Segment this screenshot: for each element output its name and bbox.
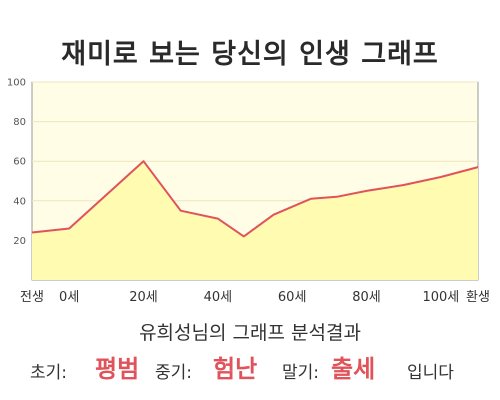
y-tick-label: 20 [13,236,26,247]
x-tick-label: 전생 [20,290,44,305]
middle-label: 중기: [155,363,193,383]
analysis-summary: 유희성님의 그래프 분석결과 [139,322,361,344]
ending-text: 입니다 [407,363,454,383]
x-tick-label: 100세 [422,290,459,305]
series-line [31,160,479,238]
y-tick-label: 40 [13,196,26,207]
x-tick-label: 20세 [129,290,158,305]
y-tick-label: 60 [13,157,26,168]
x-tick-label: 60세 [278,290,307,305]
early-label: 초기: [30,363,68,383]
page-title: 재미로 보는 당신의 인생 그래프 [61,39,439,70]
early-value: 평범 [95,355,140,383]
late-value: 출세 [331,355,376,383]
area-series [31,160,479,280]
x-tick-label: 80세 [352,290,381,305]
x-axis: 전생 0세 20세 40세 60세 80세 100세 환생 [20,290,490,305]
y-axis: 20 40 60 80 100 [7,78,26,247]
middle-value: 험난 [213,355,258,383]
y-tick-label: 80 [13,117,26,128]
x-tick-label: 0세 [59,290,79,305]
x-tick-label: 40세 [204,290,233,305]
analysis-result: 초기: 평범 중기: 험난 말기: 출세 입니다 [0,346,500,386]
y-tick-label: 100 [7,78,26,89]
x-tick-label: 환생 [466,290,490,305]
late-label: 말기: [282,363,320,383]
